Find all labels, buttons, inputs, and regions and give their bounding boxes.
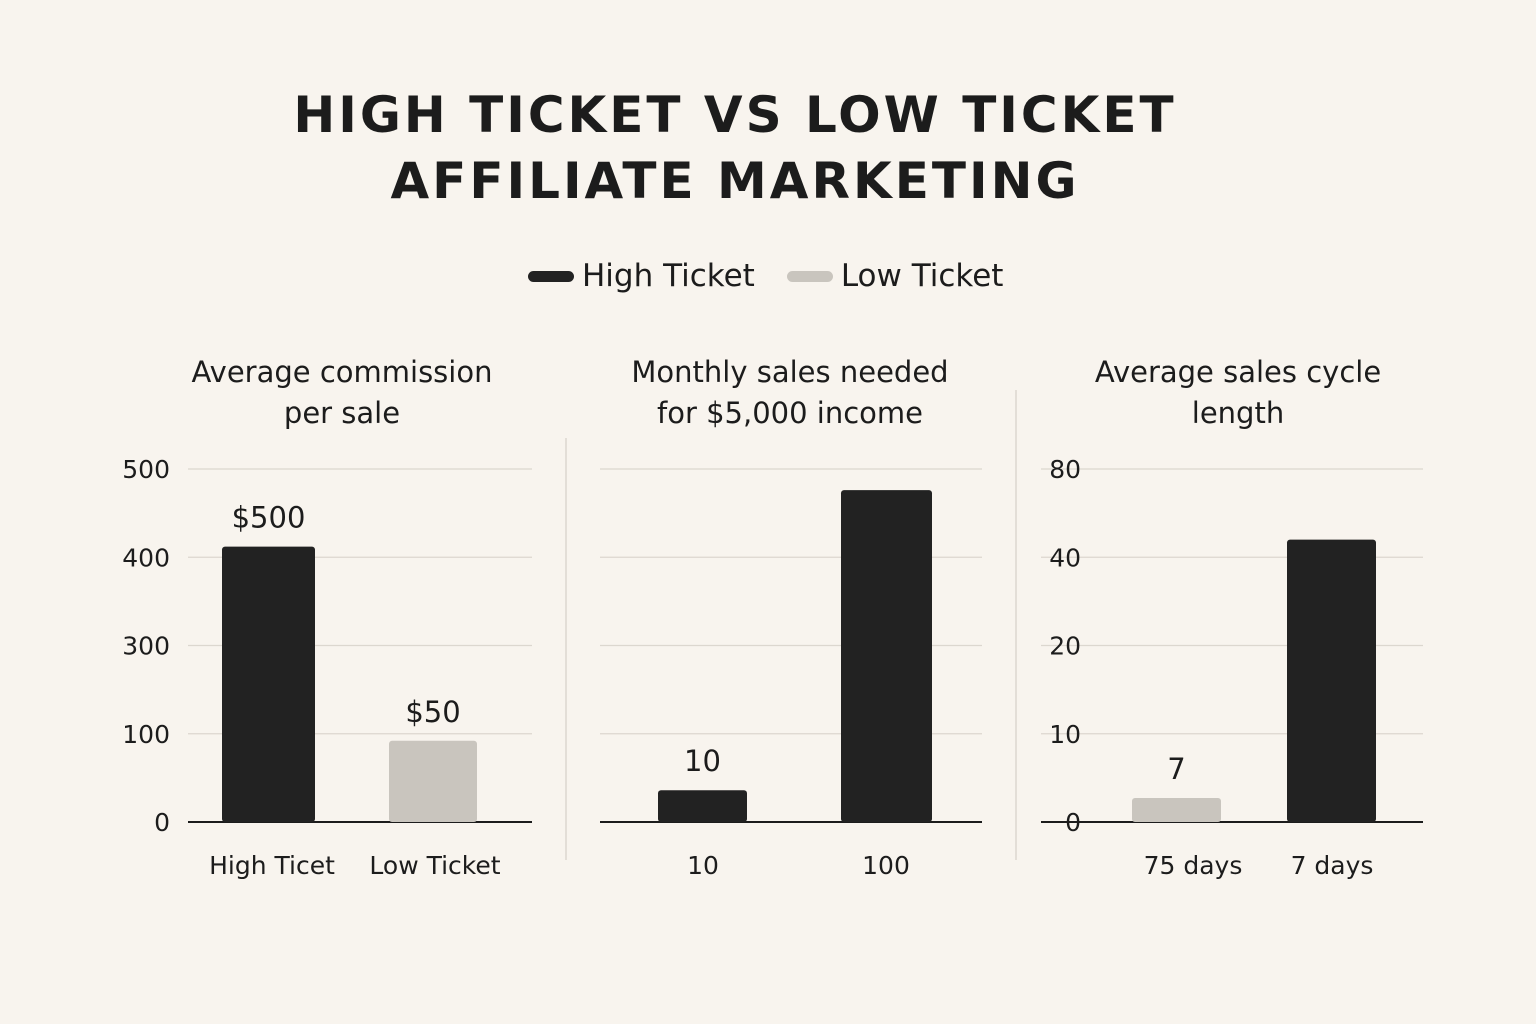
- category-label: High Ticet: [209, 851, 335, 880]
- category-label: 7 days: [1291, 851, 1374, 880]
- y-tick-label: 0: [1065, 808, 1081, 837]
- legend-swatch-high: [528, 270, 574, 282]
- legend-label-low: Low Ticket: [840, 258, 1004, 294]
- panel-title: Monthly sales needed: [631, 355, 948, 389]
- chart-title-line2: AFFILIATE MARKETING: [390, 152, 1080, 210]
- panel-title: Average sales cycle: [1095, 355, 1381, 389]
- category-label: 10: [687, 851, 719, 880]
- y-tick-label: 0: [154, 808, 170, 837]
- panel-title: Average commission: [192, 355, 493, 389]
- legend-swatch-low: [786, 270, 833, 282]
- chart-title-line1: HIGH TICKET VS LOW TICKET: [293, 86, 1177, 144]
- y-tick-label: 300: [122, 632, 170, 661]
- bar-100: [841, 490, 932, 822]
- legend: High Ticket Low Ticket: [528, 258, 1035, 294]
- y-tick-label: 40: [1049, 543, 1081, 572]
- y-tick-label: 80: [1049, 455, 1081, 484]
- panel-title: for $5,000 income: [657, 396, 923, 430]
- category-label: 100: [862, 851, 910, 880]
- y-tick-label: 100: [122, 720, 170, 749]
- legend-label-high: High Ticket: [582, 258, 755, 294]
- bar-high-ticet: [222, 546, 315, 822]
- y-tick-label: 10: [1049, 720, 1081, 749]
- bar-75-days: [1132, 797, 1221, 822]
- data-label: 7: [1167, 752, 1185, 786]
- y-tick-label: 500: [122, 455, 170, 484]
- bar-10: [658, 790, 747, 822]
- panel-title: length: [1192, 396, 1284, 430]
- bar-7-days: [1287, 539, 1376, 822]
- panel-title: per sale: [284, 396, 400, 430]
- category-label: Low Ticket: [369, 851, 500, 880]
- legend-item-low-ticket: Low Ticket: [786, 258, 1004, 294]
- y-tick-label: 400: [122, 543, 170, 572]
- bar-low-ticket: [389, 740, 477, 822]
- data-label: 10: [684, 744, 721, 778]
- legend-item-high-ticket: High Ticket: [528, 258, 755, 294]
- data-label: $50: [405, 695, 460, 729]
- category-label: 75 days: [1144, 851, 1243, 880]
- data-label: $500: [232, 501, 306, 535]
- y-tick-label: 20: [1049, 632, 1081, 661]
